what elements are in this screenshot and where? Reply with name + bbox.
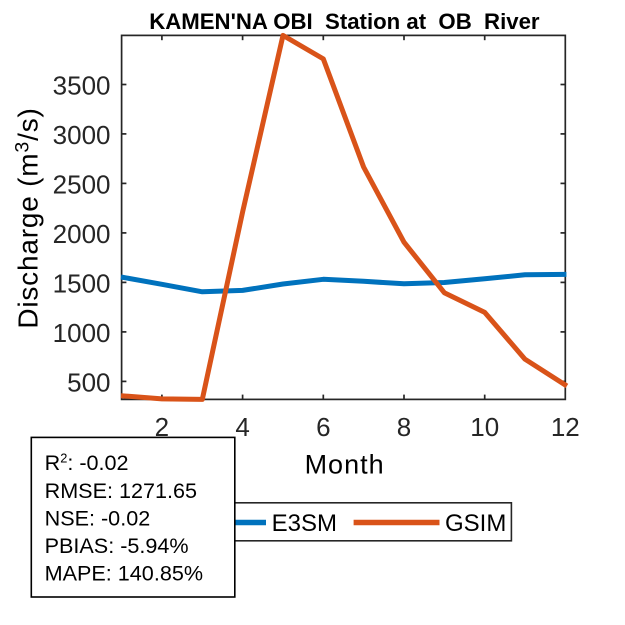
svg-text:6: 6 — [316, 412, 330, 442]
svg-text:GSIM: GSIM — [445, 510, 506, 537]
svg-text:KAMEN'NA OBI Station at OB: KAMEN'NA OBI Station at OB River — [149, 9, 540, 34]
svg-text:12: 12 — [551, 412, 580, 442]
svg-text:2000: 2000 — [53, 219, 111, 249]
svg-text:Month: Month — [305, 450, 385, 480]
svg-text:2500: 2500 — [53, 170, 111, 200]
svg-text:RMSE: 1271.65: RMSE: 1271.65 — [45, 478, 197, 503]
svg-text:3500: 3500 — [53, 71, 111, 101]
svg-text:2: 2 — [155, 412, 169, 442]
svg-text:NSE: -0.02: NSE: -0.02 — [45, 505, 151, 530]
svg-text:4: 4 — [235, 412, 249, 442]
svg-text:E3SM: E3SM — [272, 510, 337, 537]
svg-text:PBIAS: -5.94%: PBIAS: -5.94% — [45, 533, 189, 558]
svg-text:Discharge (m3/s): Discharge (m3/s) — [12, 107, 44, 328]
svg-text:500: 500 — [67, 368, 110, 398]
svg-text:8: 8 — [397, 412, 411, 442]
svg-text:MAPE: 140.85%: MAPE: 140.85% — [45, 561, 203, 586]
svg-text:10: 10 — [470, 412, 499, 442]
svg-text:3000: 3000 — [53, 120, 111, 150]
svg-text:R2: -0.02: R2: -0.02 — [45, 450, 129, 475]
svg-text:1500: 1500 — [53, 269, 111, 299]
svg-text:1000: 1000 — [53, 318, 111, 348]
